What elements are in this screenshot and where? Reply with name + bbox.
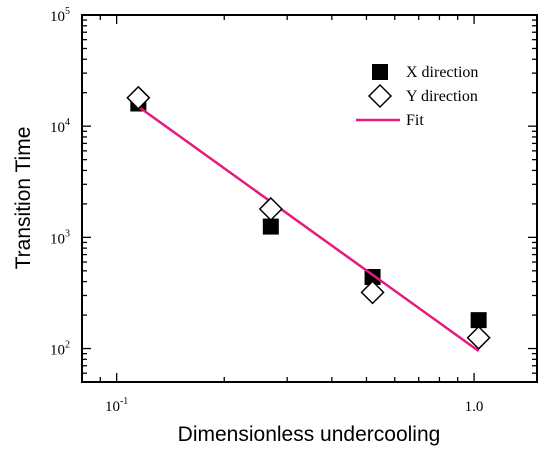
legend-y-direction-marker <box>367 83 393 109</box>
y-tick-label: 102 <box>50 340 70 359</box>
data-layer <box>126 85 491 353</box>
data-point-y-direction <box>258 196 283 222</box>
data-point-x-direction <box>262 218 279 235</box>
x-tick-label: 10-1 <box>105 396 128 415</box>
legend-fit-label: Fit <box>406 112 424 129</box>
y-tick-label: 104 <box>50 117 70 136</box>
y-tick-label: 105 <box>50 6 70 25</box>
x-axis-label: Dimensionless undercooling <box>178 423 441 446</box>
y-axis-label: Transition Time <box>12 127 35 270</box>
data-point-y-direction <box>360 280 385 305</box>
x-tick-label: 1.0 <box>465 399 484 415</box>
y-tick-label: 103 <box>50 228 70 247</box>
data-point-y-direction <box>466 325 491 350</box>
fit-line <box>137 105 480 353</box>
legend-x-direction-marker <box>372 64 388 80</box>
plot-frame <box>81 14 538 383</box>
tick-layer <box>81 14 537 383</box>
legend-x-direction-label: X direction <box>406 64 478 81</box>
data-point-x-direction <box>470 312 487 329</box>
legend-y-direction-label: Y direction <box>406 88 478 105</box>
tick-label-layer: 102 103 104 105 10-1 1.0 <box>50 6 483 415</box>
legend: X direction Y direction Fit <box>356 64 478 129</box>
data-point-y-direction <box>126 85 151 110</box>
